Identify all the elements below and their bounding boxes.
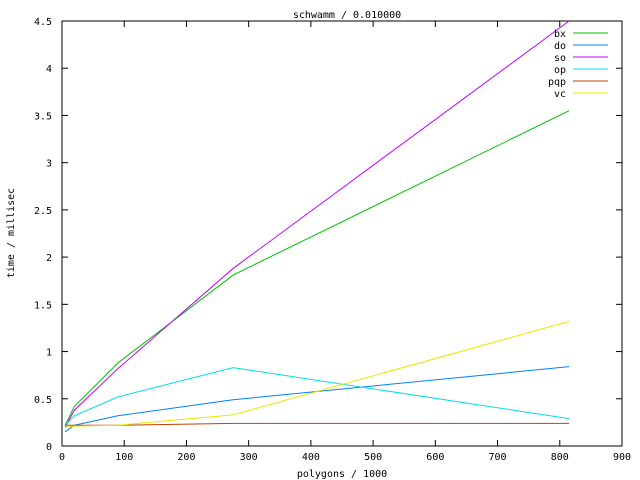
x-tick-label: 900: [613, 452, 631, 463]
y-tick-label: 3: [46, 159, 52, 170]
legend-label-vc: vc: [554, 89, 566, 100]
x-tick-label: 700: [489, 452, 507, 463]
y-axis-label: time / millisec: [6, 188, 17, 278]
series-line-so: [64, 20, 570, 428]
series-line-bx: [64, 110, 570, 426]
x-tick-label: 800: [551, 452, 569, 463]
y-tick-label: 3.5: [34, 111, 52, 122]
y-tick-label: 2: [46, 253, 52, 264]
x-tick-label: 200: [177, 452, 195, 463]
x-tick-label: 600: [426, 452, 444, 463]
plot-border: [61, 20, 623, 447]
legend-label-bx: bx: [554, 29, 566, 40]
x-axis-label: polygons / 1000: [297, 469, 387, 480]
y-tick-label: 1: [46, 348, 52, 359]
legend-label-do: do: [554, 41, 566, 52]
y-tick-label: 0: [46, 442, 52, 453]
series-line-vc: [65, 320, 570, 428]
legend-label-op: op: [554, 65, 566, 76]
y-tick-label: 4.5: [34, 17, 52, 28]
x-tick-label: 300: [240, 452, 258, 463]
chart-title: schwamm / 0.010000: [293, 10, 401, 21]
legend-label-so: so: [554, 53, 566, 64]
y-tick-label: 1.5: [34, 300, 52, 311]
x-tick-label: 100: [115, 452, 133, 463]
series-line-do: [64, 366, 570, 433]
y-tick-label: 2.5: [34, 206, 52, 217]
y-tick-label: 4: [46, 64, 52, 75]
y-tick-label: 0.5: [34, 395, 52, 406]
x-tick-label: 0: [59, 452, 65, 463]
series-line-op: [64, 367, 570, 426]
legend-label-pqp: pqp: [548, 77, 566, 88]
x-tick-label: 400: [302, 452, 320, 463]
x-tick-label: 500: [364, 452, 382, 463]
